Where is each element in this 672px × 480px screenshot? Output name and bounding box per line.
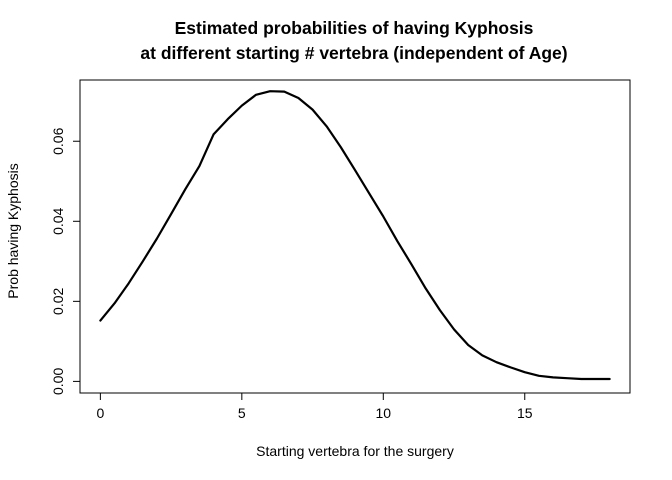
x-tick-label: 10 bbox=[376, 405, 392, 421]
series-layer bbox=[99, 90, 611, 381]
x-tick-label: 0 bbox=[96, 405, 104, 421]
plot-frame bbox=[79, 79, 631, 394]
y-axis: 0.00 0.02 0.04 0.06 bbox=[50, 127, 81, 395]
x-axis-label: Starting vertebra for the surgery bbox=[256, 443, 454, 459]
y-tick-label: 0.06 bbox=[50, 127, 66, 154]
y-axis-label: Prob having Kyphosis bbox=[5, 163, 21, 298]
y-tick-label: 0.00 bbox=[50, 368, 66, 395]
y-tick-label: 0.04 bbox=[50, 207, 66, 234]
chart-title-line-2: at different starting # vertebra (indepe… bbox=[140, 43, 567, 63]
x-axis: 0 5 10 15 bbox=[96, 392, 533, 421]
series-line bbox=[99, 90, 611, 381]
chart-title-line-1: Estimated probabilities of having Kyphos… bbox=[175, 18, 534, 38]
y-tick-label: 0.02 bbox=[50, 288, 66, 315]
x-tick-label: 15 bbox=[517, 405, 533, 421]
x-tick-label: 5 bbox=[238, 405, 246, 421]
